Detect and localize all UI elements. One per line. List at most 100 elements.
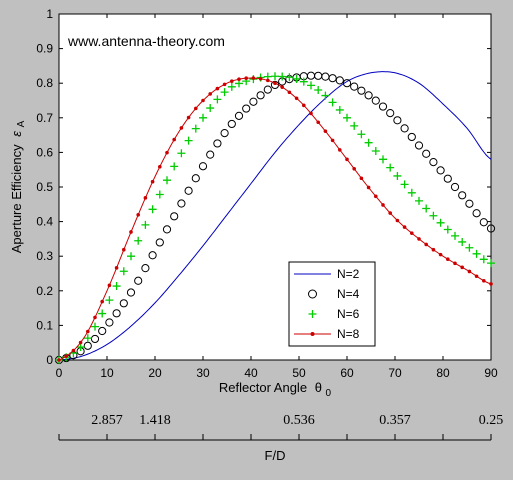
- data-point: [107, 283, 112, 288]
- x-tick-label: 30: [196, 366, 210, 380]
- data-point: [386, 108, 395, 118]
- legend-marker: [308, 310, 317, 318]
- y-tick-label: 0.8: [36, 76, 53, 90]
- legend-marker: [308, 289, 317, 299]
- legend-item-n-6: N=6: [308, 307, 360, 321]
- data-point: [191, 174, 200, 183]
- data-point: [379, 155, 387, 164]
- data-point: [292, 74, 301, 83]
- data-point: [158, 164, 162, 169]
- data-point: [414, 141, 424, 150]
- data-point: [357, 86, 366, 95]
- data-point: [472, 249, 481, 258]
- data-point: [307, 81, 315, 90]
- data-point: [64, 354, 68, 358]
- data-point: [378, 102, 388, 111]
- x-tick-labels: 0 10 20 30 40 50 60 70 80 90: [56, 366, 498, 380]
- data-point: [227, 82, 236, 91]
- data-point: [208, 92, 212, 96]
- data-point: [402, 225, 407, 229]
- x-tick-label: 20: [148, 366, 162, 380]
- fd-tick-label: 0.536: [283, 413, 315, 428]
- data-point: [258, 76, 263, 81]
- data-point: [57, 358, 61, 362]
- data-point: [436, 218, 445, 227]
- data-point: [400, 180, 409, 189]
- data-point: [199, 113, 207, 122]
- plot-area: [58, 13, 492, 361]
- data-point: [479, 255, 488, 264]
- y-axis-label-text: Aperture Efficiency: [9, 144, 24, 253]
- legend-item-n-8: N=8: [294, 327, 360, 341]
- data-point: [143, 196, 148, 200]
- data-point: [489, 282, 493, 286]
- series-n-2: [58, 71, 492, 361]
- data-point: [112, 282, 121, 291]
- legend-item-n-2: N=2: [294, 267, 360, 281]
- data-point: [71, 348, 76, 353]
- data-point: [407, 188, 416, 197]
- data-point: [429, 211, 438, 220]
- data-point: [443, 225, 452, 234]
- data-point: [237, 77, 241, 81]
- data-point: [328, 74, 337, 83]
- data-point: [263, 85, 272, 94]
- data-point: [294, 96, 299, 101]
- x-axis-label-subscript: 0: [326, 388, 332, 399]
- data-point: [136, 212, 140, 217]
- data-point: [400, 124, 409, 133]
- legend-label: N=8: [337, 327, 360, 341]
- data-point: [285, 73, 294, 82]
- data-point: [271, 72, 279, 81]
- series-n-8: [57, 76, 493, 362]
- x-axis-label: Reflector Angle θ 0: [219, 380, 332, 399]
- data-point: [213, 139, 222, 148]
- data-point: [163, 176, 171, 185]
- data-point: [119, 299, 128, 308]
- y-tick-label: 0.9: [36, 42, 53, 56]
- y-tick-labels: 0 0.1 0.2 0.3 0.4 0.5 0.6 0.7 0.8 0.9 1: [36, 7, 53, 367]
- data-point: [93, 315, 97, 320]
- fd-axis-label: F/D: [265, 448, 286, 463]
- data-point: [374, 194, 378, 199]
- y-tick-label: 0.2: [36, 284, 53, 298]
- tick-marks: [58, 13, 492, 361]
- data-point: [126, 288, 136, 297]
- data-point: [472, 209, 481, 218]
- data-point: [244, 76, 248, 80]
- legend: N=2 N=4 N=6 N=8: [288, 261, 376, 347]
- x-tick-label: 10: [100, 366, 114, 380]
- data-point: [359, 176, 364, 181]
- data-point: [220, 128, 229, 138]
- data-point: [129, 230, 133, 234]
- data-point: [395, 218, 400, 223]
- data-point: [460, 265, 465, 270]
- y-tick-label: 0.1: [36, 318, 53, 332]
- data-point: [410, 231, 414, 235]
- data-point: [438, 252, 443, 257]
- y-axis-label-subscript: A: [16, 120, 27, 127]
- data-point: [213, 95, 222, 104]
- legend-item-n-4: N=4: [308, 287, 360, 301]
- x-axis-label-symbol: θ: [315, 380, 322, 395]
- data-point: [256, 91, 265, 100]
- data-point: [487, 259, 495, 268]
- data-point: [141, 220, 150, 229]
- data-point: [83, 341, 92, 350]
- data-point: [482, 278, 486, 283]
- data-point: [179, 126, 184, 130]
- data-point: [415, 196, 423, 205]
- data-point: [170, 162, 179, 171]
- data-point: [191, 124, 200, 133]
- data-point: [98, 309, 107, 318]
- y-axis-label-symbol: ε: [9, 131, 24, 137]
- y-axis-label: Aperture Efficiency ε A: [9, 120, 27, 253]
- y-tick-label: 0.6: [36, 145, 53, 159]
- data-point: [357, 130, 366, 139]
- data-point: [148, 251, 157, 260]
- legend-label: N=2: [337, 267, 360, 281]
- data-point: [112, 309, 121, 318]
- data-point: [201, 98, 205, 103]
- data-point: [328, 98, 337, 107]
- data-point: [222, 82, 227, 87]
